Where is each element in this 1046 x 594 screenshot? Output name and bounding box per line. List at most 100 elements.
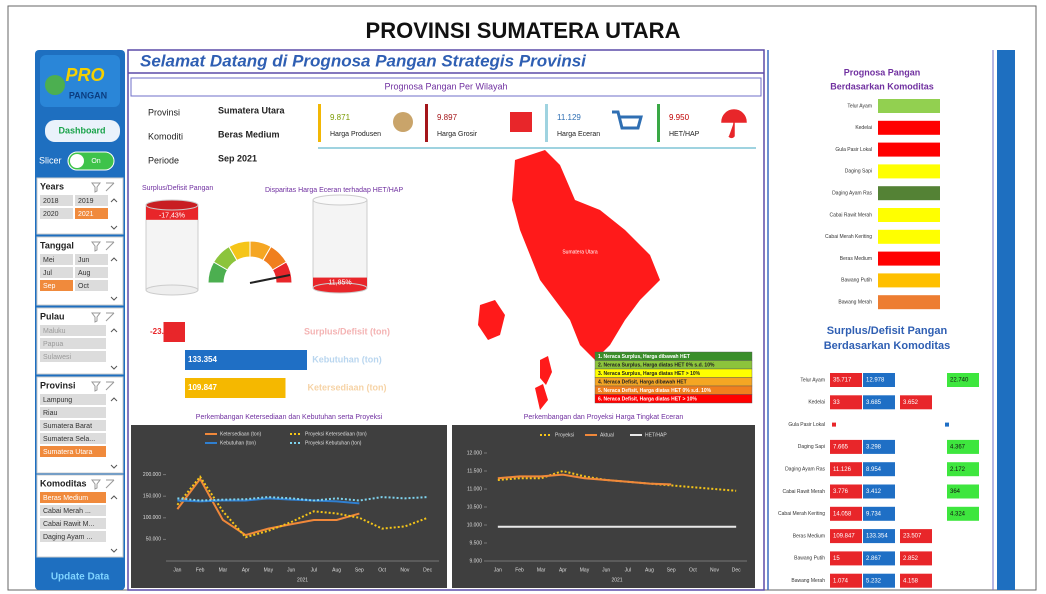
legend-label: 6. Neraca Defisit, Harga diatas HET > 10…	[598, 396, 697, 402]
slicer-item-label[interactable]: Beras Medium	[43, 495, 88, 502]
table-row-name: Beras Medium	[793, 533, 825, 539]
slicer-item-label[interactable]: Cabai Rawit M...	[43, 521, 94, 528]
table-cell-value: 4.367	[950, 444, 966, 450]
commodity-name: Beras Medium	[840, 256, 872, 262]
slicer-item[interactable]	[40, 338, 106, 349]
y-tick-label: 200.000	[143, 472, 161, 478]
logo-circle	[45, 75, 65, 95]
slicer-item[interactable]	[40, 351, 106, 362]
table-cell	[947, 439, 979, 454]
slicer-item[interactable]	[40, 254, 73, 265]
table-cell-value: 2.852	[903, 556, 919, 562]
table-cell-value: 5.232	[866, 578, 882, 584]
icon-cart	[612, 110, 643, 130]
slicer-item-label[interactable]: Cabai Merah ...	[43, 508, 91, 515]
update-button[interactable]: Update Data	[51, 572, 110, 583]
table-cell	[830, 506, 862, 521]
slicer-item[interactable]	[75, 254, 108, 265]
slicer-item[interactable]	[40, 446, 106, 457]
region-title: Prognosa Pangan Per Wilayah	[384, 81, 507, 91]
legend-label: 1. Neraca Surplus, Harga dibawah HET	[598, 354, 690, 360]
slicer-item[interactable]	[40, 531, 106, 542]
slicer-item-label[interactable]: Jun	[78, 257, 89, 264]
region-title-box	[130, 77, 762, 97]
slicer-item-label[interactable]: 2018	[43, 198, 59, 205]
slicer-item-label[interactable]: 2021	[78, 211, 94, 218]
slicer-item-label[interactable]: Aug	[78, 270, 91, 277]
chart-title: Perkembangan Ketersediaan dan Kebutuhan …	[196, 414, 383, 421]
table-cell	[830, 395, 862, 410]
slicer-item-label[interactable]: 2020	[43, 211, 59, 218]
cylinder-top	[145, 199, 199, 211]
slicer-title: Pulau	[40, 311, 65, 321]
disparity-title: Disparitas Harga Eceran terhadap HET/HAP	[265, 187, 403, 194]
slicer-item[interactable]	[75, 208, 108, 219]
commodity-status	[878, 120, 940, 135]
slicer-item[interactable]	[75, 195, 108, 206]
table-cell	[863, 395, 895, 410]
slicer-item-label[interactable]: Oct	[78, 283, 89, 290]
slicer-item-label[interactable]: Daging Ayam ...	[43, 534, 92, 541]
slicer-item-label[interactable]: Maluku	[43, 328, 66, 335]
slicer-item[interactable]	[75, 267, 108, 278]
table-cell	[830, 573, 862, 588]
slicer-item[interactable]	[40, 394, 106, 405]
slicer-item[interactable]	[75, 280, 108, 291]
balance-label-box	[148, 322, 164, 342]
slicer-item[interactable]	[40, 208, 73, 219]
map-region	[478, 150, 660, 410]
dashboard-button[interactable]	[45, 120, 120, 142]
table-row-name: Cabai Merah Keriting	[778, 511, 825, 517]
slicer-title: Years	[40, 181, 64, 191]
x-tick-label: Oct	[689, 567, 697, 573]
slicer-title: Provinsi	[40, 380, 76, 390]
slicer-item[interactable]	[40, 505, 106, 516]
x-tick-label: Apr	[242, 567, 250, 573]
x-tick-label: Dec	[423, 567, 432, 573]
info-label: Provinsi	[148, 107, 180, 117]
slicer-item[interactable]	[40, 492, 106, 503]
slicer-item-label[interactable]: Mei	[43, 257, 55, 264]
price-label: Harga Produsen	[330, 131, 381, 138]
table-cell-value: 3.652	[903, 400, 919, 406]
slicer-item-label[interactable]: Jul	[43, 270, 52, 277]
commodity-name: Daging Sapi	[845, 169, 872, 175]
x-tick-label: Jul	[311, 567, 317, 573]
commodity-name: Cabai Merah Keriting	[825, 234, 872, 240]
price-label: Harga Eceran	[557, 131, 600, 138]
slicer-item-label[interactable]: Riau	[43, 410, 58, 417]
slicer-item-label[interactable]: Sumatera Sela...	[43, 436, 95, 443]
series-line	[177, 496, 428, 502]
table-cell	[830, 462, 862, 477]
slicer-item-label[interactable]: 2019	[78, 198, 94, 205]
legend-label: 5. Neraca Defisit, Harga diatas HET 0% s…	[598, 388, 712, 394]
info-label: Komoditi	[148, 131, 183, 141]
balance-label: -23.507	[150, 327, 178, 336]
slicer-item[interactable]	[40, 518, 106, 529]
slicer-item-label[interactable]: Sumatera Utara	[43, 449, 93, 456]
slicer-item[interactable]	[40, 195, 73, 206]
slicer-item-label[interactable]: Sulawesi	[43, 354, 71, 361]
toggle-label: On	[91, 158, 100, 165]
slicer-item-label[interactable]: Sep	[43, 283, 56, 290]
slicer-item[interactable]	[40, 280, 73, 291]
slicer-item[interactable]	[40, 420, 106, 431]
slicer-item[interactable]	[40, 433, 106, 444]
logo-box	[40, 55, 120, 107]
info-value: Sep 2021	[218, 153, 257, 163]
x-tick-label: Jul	[625, 567, 631, 573]
table-dot	[832, 422, 836, 427]
slicer-item[interactable]	[40, 325, 106, 336]
x-tick-label: Aug	[332, 567, 341, 573]
slicer-item-label[interactable]: Sumatera Barat	[43, 423, 92, 430]
balance-name: Surplus/Defisit (ton)	[304, 326, 390, 336]
slicer-label: Slicer	[39, 155, 62, 165]
slicer-item[interactable]	[40, 267, 73, 278]
slicer-item-label[interactable]: Papua	[43, 341, 63, 348]
table-cell-value: 33	[833, 400, 840, 406]
dashboard-button-label[interactable]: Dashboard	[58, 125, 105, 135]
price-card-bar	[545, 104, 548, 142]
commodity-title: Berdasarkan Komoditas	[830, 81, 934, 91]
slicer-item-label[interactable]: Lampung	[43, 397, 72, 404]
slicer-item[interactable]	[40, 407, 106, 418]
